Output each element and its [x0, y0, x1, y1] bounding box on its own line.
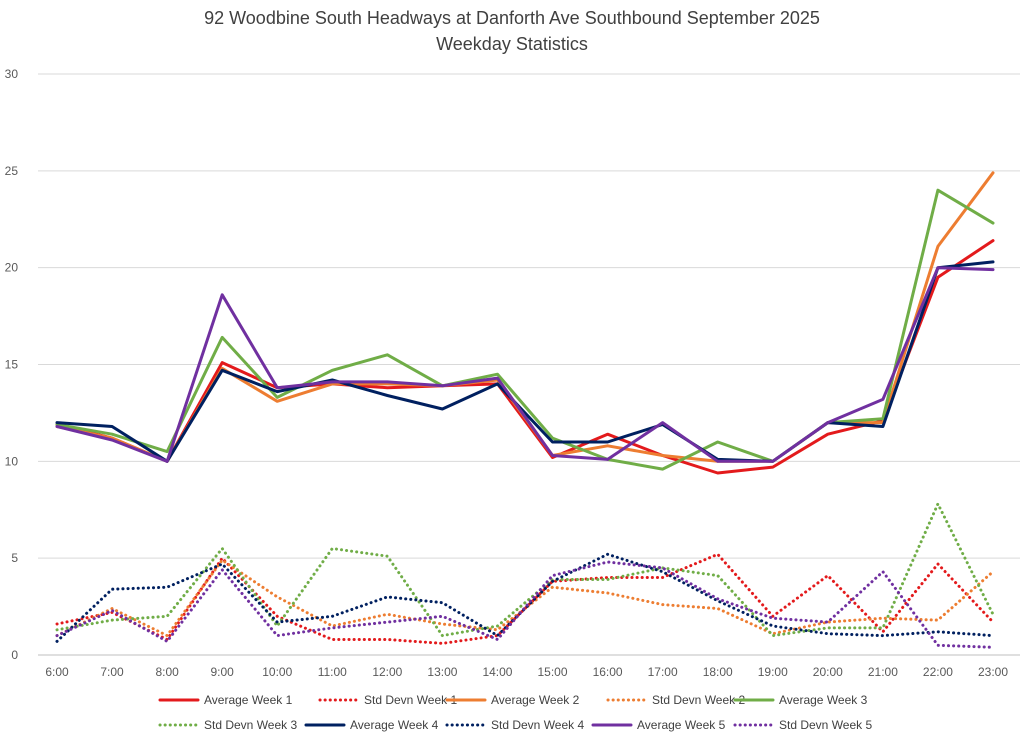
gridlines [38, 73, 1020, 656]
x-tick-label: 14:00 [482, 665, 512, 679]
legend-label-8: Std Devn Week 4 [491, 718, 584, 732]
legend-label-9: Average Week 5 [637, 718, 726, 732]
y-tick-label: 30 [5, 67, 19, 81]
x-tick-label: 17:00 [648, 665, 678, 679]
y-tick-label: 5 [11, 551, 18, 565]
legend-label-6: Std Devn Week 3 [204, 718, 297, 732]
x-tick-label: 9:00 [210, 665, 234, 679]
y-tick-label: 0 [11, 648, 18, 662]
legend-label-10: Std Devn Week 5 [779, 718, 872, 732]
x-tick-label: 22:00 [923, 665, 953, 679]
series-line-9 [55, 266, 995, 463]
x-tick-label: 18:00 [703, 665, 733, 679]
series-line-7 [55, 260, 995, 463]
series-line-1 [55, 239, 995, 475]
x-tick-label: 7:00 [100, 665, 124, 679]
legend-label-7: Average Week 4 [350, 718, 439, 732]
y-axis-ticks: 0 5 10 15 20 25 30 [5, 67, 19, 662]
x-tick-label: 16:00 [593, 665, 623, 679]
y-tick-label: 25 [5, 164, 19, 178]
x-axis-ticks: 6:00 7:00 8:00 9:00 10:00 11:00 12:00 13:00 14:0… [45, 665, 1008, 679]
series-line-8 [55, 552, 995, 643]
x-tick-label: 6:00 [45, 665, 69, 679]
x-tick-label: 21:00 [868, 665, 898, 679]
series-lines [55, 171, 995, 649]
legend-label-3: Average Week 2 [491, 693, 580, 707]
y-tick-label: 20 [5, 261, 19, 275]
chart-title: 92 Woodbine South Headways at Danforth A… [204, 8, 820, 28]
x-tick-label: 20:00 [813, 665, 843, 679]
chart-subtitle: Weekday Statistics [436, 34, 588, 54]
legend-label-2: Std Devn Week 1 [364, 693, 457, 707]
x-tick-label: 10:00 [262, 665, 292, 679]
x-tick-label: 11:00 [318, 665, 347, 679]
y-tick-label: 15 [5, 358, 19, 372]
x-tick-label: 15:00 [538, 665, 568, 679]
x-tick-label: 19:00 [758, 665, 788, 679]
x-tick-label: 23:00 [978, 665, 1008, 679]
series-line-6 [55, 502, 995, 638]
x-tick-label: 8:00 [155, 665, 179, 679]
legend: Average Week 1 Std Devn Week 1 Average Wee… [158, 693, 872, 732]
legend-label-5: Average Week 3 [779, 693, 868, 707]
legend-label-4: Std Devn Week 2 [652, 693, 745, 707]
legend-label-1: Average Week 1 [204, 693, 293, 707]
series-line-10 [55, 560, 995, 649]
x-tick-label: 13:00 [427, 665, 457, 679]
y-tick-label: 10 [5, 454, 19, 468]
x-tick-label: 12:00 [372, 665, 402, 679]
